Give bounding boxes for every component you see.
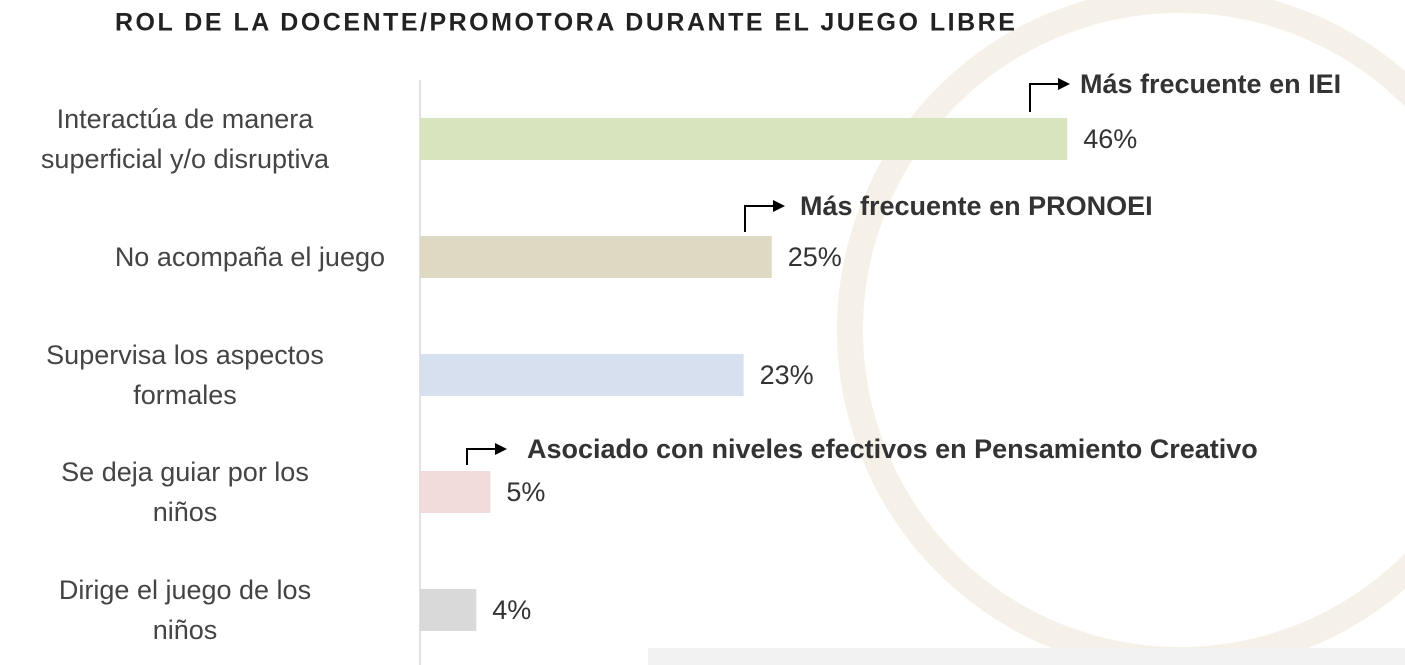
annotation: Asociado con niveles efectivos en Pensam… [527, 434, 1258, 464]
category-label: Dirige el juego de los niños [58, 575, 312, 645]
bar [420, 118, 1068, 160]
bar [420, 236, 772, 278]
value-label: 46% [1083, 124, 1137, 154]
annotation-arrowhead [1058, 78, 1070, 90]
annotation: Más frecuente en PRONOEI [800, 191, 1153, 221]
chart-title: ROL DE LA DOCENTE/PROMOTORA DURANTE EL J… [115, 9, 1017, 37]
value-label: 4% [492, 595, 531, 625]
value-label: 25% [788, 242, 842, 272]
category-label: Interactúa de manera superficial y/o dis… [40, 104, 330, 174]
bar [420, 471, 491, 513]
background-box [648, 648, 1405, 665]
bar [420, 589, 477, 631]
annotation-arrowhead [773, 200, 785, 212]
annotation-arrow [1029, 83, 1060, 112]
category-label: Supervisa los aspectos formales [46, 340, 324, 410]
annotation-arrow [466, 448, 497, 465]
category-label: No acompaña el juego [114, 242, 385, 272]
value-label: 23% [760, 360, 814, 390]
category-label: Se deja guiar por los niños [61, 457, 309, 527]
annotation-arrow [744, 205, 775, 232]
annotation-arrowhead [495, 443, 507, 455]
bar [420, 354, 744, 396]
annotation: Más frecuente en IEI [1080, 69, 1341, 99]
value-label: 5% [506, 477, 545, 507]
